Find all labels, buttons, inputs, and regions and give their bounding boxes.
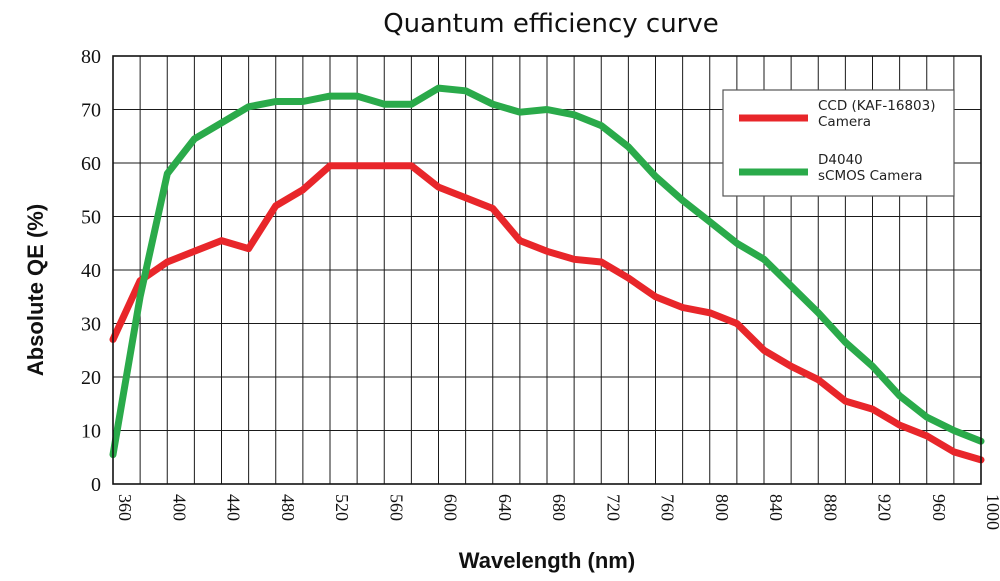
x-tick-label: 840 <box>766 494 786 521</box>
x-tick-label: 520 <box>332 494 352 521</box>
y-tick-label: 80 <box>81 46 101 68</box>
x-tick-labels: 360 400 440 480 520 560 600 640 680 720 760 800 840 8… <box>115 494 1000 530</box>
x-tick-label: 960 <box>929 494 949 521</box>
x-axis-label: Wavelength (nm) <box>459 548 635 573</box>
series-lines <box>109 84 985 464</box>
y-tick-label: 0 <box>91 474 101 496</box>
x-tick-label: 680 <box>549 494 569 521</box>
x-tick-label: 1000 <box>983 494 1000 530</box>
y-tick-label: 20 <box>81 367 101 389</box>
x-tick-label: 920 <box>875 494 895 521</box>
x-tick-label: 560 <box>386 494 406 521</box>
legend-label-0: CCD (KAF-16803) <box>818 98 936 114</box>
y-tick-label: 50 <box>81 207 101 229</box>
plot-frame <box>112 55 982 485</box>
y-tick-label: 40 <box>81 260 101 282</box>
chart-title: Quantum efficiency curve <box>383 9 719 39</box>
legend-label-0: Camera <box>818 114 871 130</box>
y-tick-labels: 0 10 20 30 40 50 60 70 80 <box>81 46 101 496</box>
series-line-0 <box>109 162 985 464</box>
x-tick-label: 760 <box>658 494 678 521</box>
x-tick-label: 880 <box>820 494 840 521</box>
x-tick-label: 360 <box>115 494 135 521</box>
y-tick-label: 10 <box>81 421 101 443</box>
legend-label-1: D4040 <box>818 152 863 168</box>
x-tick-label: 400 <box>169 494 189 521</box>
y-tick-label: 30 <box>81 314 101 336</box>
y-axis-label: Absolute QE (%) <box>23 204 48 376</box>
y-tick-label: 60 <box>81 153 101 175</box>
x-tick-label: 720 <box>603 494 623 521</box>
series-line-1 <box>109 84 985 459</box>
y-tick-label: 70 <box>81 100 101 122</box>
x-tick-label: 640 <box>495 494 515 521</box>
x-tick-label: 600 <box>441 494 461 521</box>
x-tick-label: 800 <box>712 494 732 521</box>
legend-label-1: sCMOS Camera <box>818 168 923 184</box>
legend-box <box>722 89 955 197</box>
x-tick-label: 440 <box>224 494 244 521</box>
x-tick-label: 480 <box>278 494 298 521</box>
